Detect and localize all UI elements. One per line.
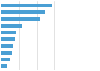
Bar: [1, 58, 10, 61]
Bar: [1, 17, 40, 21]
Bar: [1, 4, 52, 7]
Bar: [1, 37, 15, 41]
Bar: [1, 64, 7, 68]
Bar: [1, 51, 12, 55]
Bar: [1, 10, 45, 14]
Bar: [1, 24, 22, 28]
Bar: [1, 31, 16, 34]
Bar: [1, 44, 13, 48]
